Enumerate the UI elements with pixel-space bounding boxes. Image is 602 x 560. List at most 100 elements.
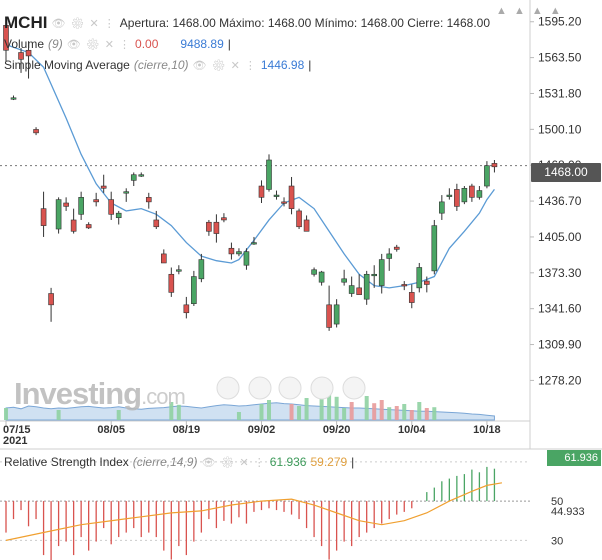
x-tick-label: 10/18 <box>473 424 501 436</box>
candle <box>258 180 265 203</box>
y-tick-label: 1531.80 <box>538 86 582 100</box>
volume-bar <box>417 402 422 420</box>
candle <box>303 215 310 232</box>
x-tick-label: 09/20 <box>323 424 351 436</box>
rsi-signal-line <box>5 482 503 541</box>
volume-bar <box>334 396 339 420</box>
nav-control-icon <box>310 376 334 400</box>
rsi-axis-label: 44.933 <box>551 506 585 518</box>
candle-body <box>401 284 408 287</box>
candle <box>206 219 212 236</box>
candle-body <box>236 251 242 255</box>
candle-body <box>18 52 24 60</box>
volume-value-avg: 9488.89 <box>180 37 224 51</box>
toolbar-icons[interactable]: ▲ ▲ ▲ ▲ <box>496 5 563 17</box>
volume-controls[interactable]: 👁 ⚙ ✕ ⋮ <box>66 38 132 51</box>
candle <box>176 265 182 275</box>
candle <box>33 127 39 136</box>
volume-param: (9) <box>48 37 63 51</box>
x-tick-year: 2021 <box>3 435 27 447</box>
candle-body <box>78 197 84 215</box>
volume-bar <box>289 404 294 420</box>
candle-body <box>408 292 415 303</box>
y-tick-label: 1436.70 <box>538 194 582 208</box>
volume-label: Volume <box>4 37 45 51</box>
candle-body <box>108 199 114 215</box>
candle-body <box>461 187 468 203</box>
candle-body <box>288 185 295 209</box>
candle-body <box>258 185 265 198</box>
volume-legend: Volume (9) 👁 ⚙ ✕ ⋮ 0.00 9488.89 | <box>4 37 231 51</box>
candle-body <box>3 25 9 51</box>
candle-body <box>93 199 99 203</box>
candle-body <box>363 273 370 300</box>
candle <box>423 276 430 293</box>
nav-control-icon <box>216 376 240 400</box>
candle <box>296 208 302 230</box>
rsi-controls[interactable]: 👁 ⚙ ✕ ⋮ <box>201 456 266 469</box>
rsi-axis-label: 30 <box>551 535 563 547</box>
candle-body <box>476 190 483 198</box>
candle <box>476 186 483 200</box>
candle <box>491 160 498 173</box>
candle-body <box>469 185 475 198</box>
candle <box>484 161 490 189</box>
candle-body <box>10 97 17 100</box>
candle-body <box>378 259 385 286</box>
candle <box>393 244 400 252</box>
candle <box>78 191 84 220</box>
candle <box>341 269 347 286</box>
candle <box>100 174 107 193</box>
candle <box>130 172 137 187</box>
rsi-signal-value: 59.279 <box>310 455 348 469</box>
candle-body <box>123 191 130 194</box>
candle <box>228 242 235 260</box>
candle-body <box>153 219 160 228</box>
rsi-current-label: 61.936 <box>547 450 601 466</box>
candle-body <box>63 202 69 207</box>
investing-watermark-logo: Investing.com <box>14 376 186 411</box>
candle-body <box>213 221 220 234</box>
candle <box>48 287 54 322</box>
candle-body <box>130 174 137 181</box>
volume-bar <box>267 400 271 420</box>
y-tick-label: 1373.30 <box>538 266 582 280</box>
candle <box>416 262 423 293</box>
candle <box>123 188 130 202</box>
sma-legend: Simple Moving Average (cierre,10) 👁 ⚙ ✕ … <box>4 58 312 72</box>
candle-body <box>303 219 310 232</box>
candle <box>213 214 220 243</box>
candle <box>191 270 197 306</box>
volume-bar <box>394 406 399 420</box>
candle-body <box>318 271 325 283</box>
candle <box>221 213 227 223</box>
current-price-label: 1468.00 <box>531 163 601 182</box>
volume-bar <box>379 400 384 420</box>
sma-controls[interactable]: 👁 ⚙ ✕ ⋮ <box>192 59 257 72</box>
nav-control-icon <box>342 376 366 400</box>
volume-bar <box>56 410 61 420</box>
x-tick-label: 08/19 <box>173 424 201 436</box>
candle <box>145 192 152 209</box>
volume-bar <box>387 407 392 420</box>
candle-body <box>439 201 445 214</box>
candle-body <box>161 253 167 264</box>
candle-body <box>251 242 257 245</box>
candle <box>356 274 362 295</box>
volume-bar <box>176 404 181 420</box>
rsi-param: (cierre,14,9) <box>132 455 198 469</box>
y-tick-label: 1595.20 <box>538 15 582 29</box>
candle-body <box>25 49 32 57</box>
candle-body <box>70 219 77 232</box>
candle <box>3 21 9 62</box>
candle <box>311 267 317 277</box>
candle-body <box>296 210 302 228</box>
nav-control-icon <box>278 376 302 400</box>
symbol-controls[interactable]: 👁 ⚙ ✕ ⋮ <box>51 17 116 30</box>
candle <box>469 183 475 202</box>
y-tick-label: 1341.60 <box>538 302 582 316</box>
candle <box>108 191 114 220</box>
volume-bar <box>4 408 8 420</box>
